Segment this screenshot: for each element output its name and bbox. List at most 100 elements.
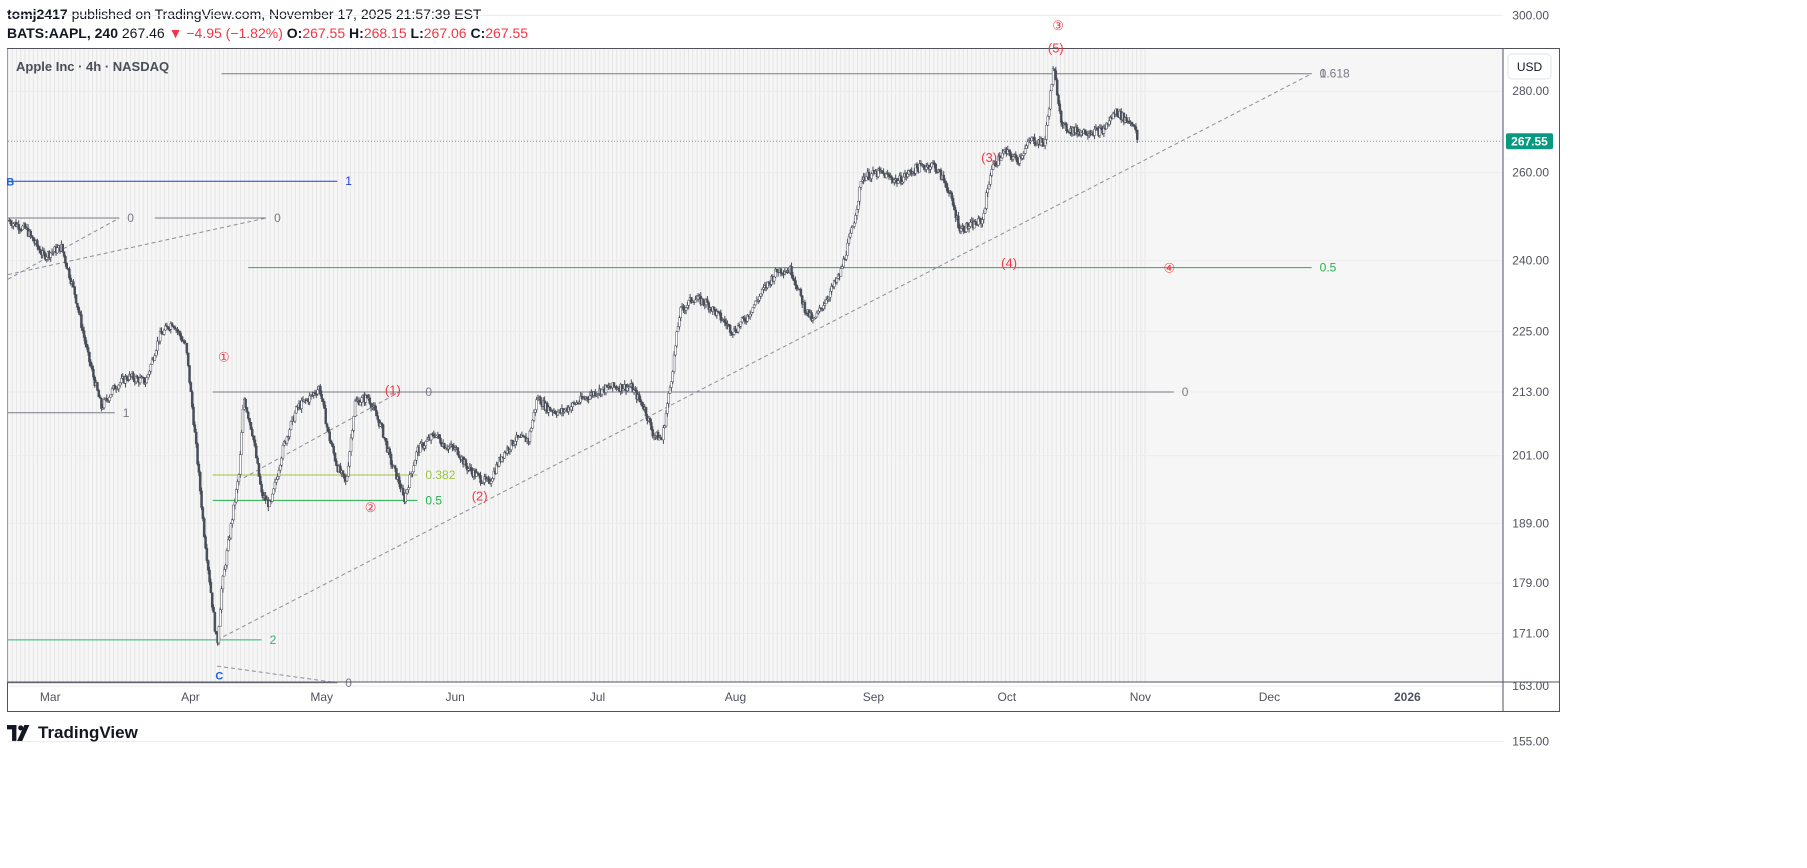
candle-body bbox=[1065, 123, 1068, 132]
candle-body bbox=[73, 286, 76, 295]
candle-body bbox=[1050, 84, 1054, 92]
candle-body bbox=[425, 439, 429, 442]
candle-body bbox=[419, 442, 422, 453]
candle-body bbox=[985, 192, 988, 209]
candle-body bbox=[37, 246, 40, 250]
candle-body bbox=[754, 300, 757, 306]
candle-body bbox=[202, 518, 206, 537]
price-axis[interactable]: 340.00320.00300.00280.00260.00240.00225.… bbox=[1512, 0, 1549, 753]
candle-body bbox=[794, 280, 797, 286]
tradingview-logo[interactable]: TradingView bbox=[7, 723, 138, 743]
candle-body bbox=[791, 274, 795, 280]
price-tick-label: 201.00 bbox=[1512, 449, 1549, 463]
candle-body bbox=[222, 569, 226, 577]
currency-label[interactable]: USD bbox=[1517, 60, 1543, 74]
candle-body bbox=[132, 373, 135, 380]
candle-body bbox=[321, 398, 325, 402]
time-tick-label: Aug bbox=[725, 690, 746, 704]
candle-body bbox=[408, 474, 412, 488]
candle-body bbox=[205, 547, 209, 561]
candle-body bbox=[12, 223, 15, 227]
candles[interactable] bbox=[8, 66, 1139, 646]
candle-body bbox=[534, 409, 537, 413]
candle-body bbox=[198, 472, 202, 492]
candle-body bbox=[49, 252, 52, 258]
author-name[interactable]: tomj2417 bbox=[7, 6, 68, 22]
candle-body bbox=[293, 412, 297, 422]
candle-body bbox=[30, 235, 34, 238]
candle-body bbox=[180, 335, 183, 341]
candle-body bbox=[1083, 129, 1087, 135]
candle-body bbox=[528, 430, 532, 442]
candle-body bbox=[375, 409, 378, 417]
candle-body bbox=[881, 170, 884, 173]
candle-body bbox=[651, 429, 654, 437]
candle-body bbox=[842, 258, 845, 267]
candle-body bbox=[707, 302, 711, 310]
candle-body bbox=[78, 312, 82, 315]
candle-body bbox=[413, 460, 417, 466]
candle-body bbox=[407, 487, 410, 490]
candle-body bbox=[108, 397, 111, 402]
candle-body bbox=[300, 400, 303, 409]
candle-body bbox=[343, 473, 346, 479]
time-tick-label: Dec bbox=[1259, 690, 1280, 704]
candle-body bbox=[360, 397, 363, 403]
tradingview-brand: TradingView bbox=[38, 723, 138, 742]
candle-body bbox=[45, 256, 48, 260]
candle-body bbox=[259, 476, 262, 485]
candle-body bbox=[176, 328, 179, 332]
candle-body bbox=[391, 464, 394, 467]
candle-body bbox=[323, 401, 326, 409]
fib-level-label: 2 bbox=[270, 633, 277, 647]
candle-body bbox=[412, 465, 416, 473]
candle-body bbox=[513, 441, 517, 445]
wave-label: (3) bbox=[981, 150, 997, 165]
candle-body bbox=[190, 391, 194, 408]
candle-body bbox=[349, 437, 353, 452]
price-tick-label: 300.00 bbox=[1512, 8, 1549, 22]
candle-body bbox=[225, 550, 229, 566]
candle-body bbox=[162, 329, 166, 335]
candle-body bbox=[489, 481, 493, 484]
time-tick-label: Nov bbox=[1130, 690, 1151, 704]
abc-wave-label: B bbox=[6, 176, 14, 188]
candle-body bbox=[276, 476, 279, 480]
time-axis[interactable]: Mar Apr May Jun Jul Aug Sep Oct Nov Dec 2026 bbox=[40, 690, 1421, 704]
candle-body bbox=[178, 331, 182, 337]
candle-body bbox=[68, 268, 71, 279]
candle-body bbox=[226, 539, 230, 551]
candle-body bbox=[209, 581, 213, 593]
candle-body bbox=[102, 399, 106, 409]
wave-label: (2) bbox=[472, 488, 488, 503]
candle-body bbox=[84, 337, 87, 345]
candle-body bbox=[255, 445, 258, 459]
currency-button-box[interactable] bbox=[1507, 53, 1552, 80]
currency-button[interactable]: USD bbox=[1507, 53, 1552, 80]
candle-body bbox=[687, 300, 691, 306]
candle-body bbox=[734, 328, 737, 333]
candle-body bbox=[712, 306, 716, 310]
candle-body bbox=[196, 443, 199, 465]
candle-body bbox=[847, 236, 851, 244]
candle-body bbox=[684, 307, 688, 311]
candle-body bbox=[383, 437, 386, 439]
candle-body bbox=[275, 479, 278, 483]
last-price-tag bbox=[1506, 133, 1553, 150]
candle-body bbox=[260, 483, 263, 493]
candle-body bbox=[967, 226, 971, 229]
candle-body bbox=[437, 434, 441, 439]
candle-body bbox=[214, 631, 218, 635]
price-tick-label: 213.00 bbox=[1512, 385, 1549, 399]
candle-body bbox=[667, 393, 670, 404]
candle-body bbox=[32, 236, 35, 242]
candle-body bbox=[1043, 139, 1047, 146]
candle-body bbox=[604, 384, 608, 393]
candle-body bbox=[531, 420, 534, 429]
candle-body bbox=[251, 429, 254, 436]
candle-body bbox=[169, 323, 173, 330]
fib-level-label: 1 bbox=[123, 406, 130, 420]
candle-body bbox=[535, 399, 538, 410]
wave-label: ① bbox=[218, 349, 230, 364]
